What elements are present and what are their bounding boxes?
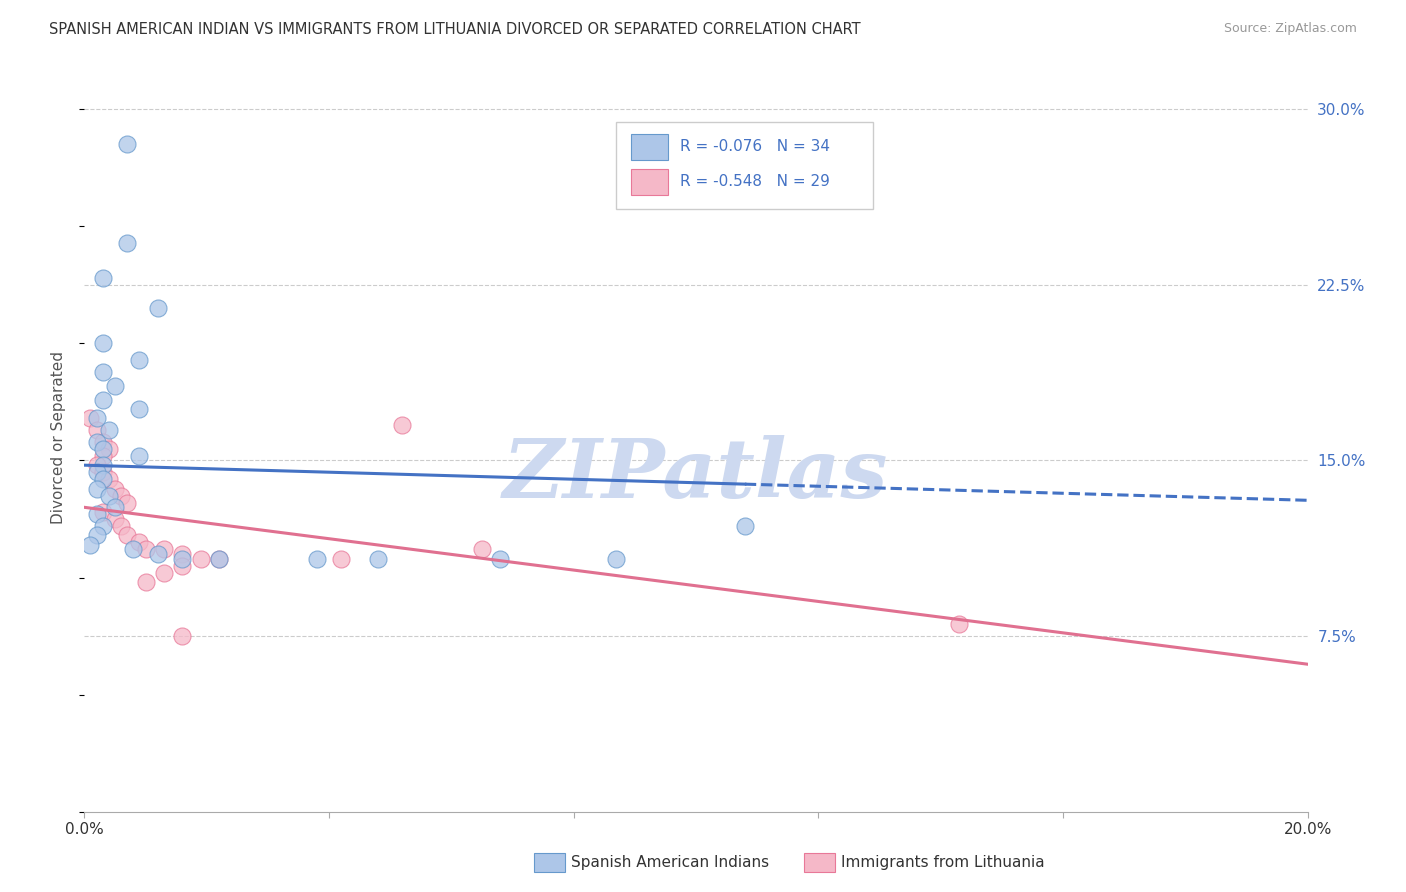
Point: [391, 418, 413, 433]
Text: Source: ZipAtlas.com: Source: ZipAtlas.com: [1223, 22, 1357, 36]
Point: [367, 551, 389, 566]
Point: [86, 482, 108, 496]
Point: [86, 458, 108, 473]
Point: [79, 538, 101, 552]
Point: [104, 500, 127, 515]
Y-axis label: Divorced or Separated: Divorced or Separated: [51, 351, 66, 524]
Point: [128, 535, 150, 549]
FancyBboxPatch shape: [631, 169, 668, 195]
Point: [122, 542, 145, 557]
Point: [91, 465, 114, 479]
Point: [115, 495, 138, 509]
Point: [79, 411, 101, 425]
Point: [86, 434, 108, 449]
Point: [91, 434, 114, 449]
Point: [91, 392, 114, 407]
Point: [86, 508, 108, 522]
Point: [153, 566, 176, 580]
Text: Immigrants from Lithuania: Immigrants from Lithuania: [841, 855, 1045, 870]
Point: [110, 519, 132, 533]
Point: [97, 442, 120, 456]
Point: [172, 547, 194, 561]
Point: [208, 551, 231, 566]
Point: [86, 528, 108, 542]
Point: [172, 551, 194, 566]
Point: [330, 551, 353, 566]
Point: [91, 442, 114, 456]
FancyBboxPatch shape: [616, 122, 873, 209]
Point: [104, 378, 127, 392]
Point: [605, 551, 627, 566]
Point: [91, 364, 114, 378]
Point: [86, 465, 108, 479]
Point: [135, 575, 157, 590]
Point: [97, 472, 120, 486]
Point: [115, 137, 138, 152]
Point: [91, 336, 114, 351]
Point: [172, 629, 194, 643]
Point: [135, 542, 157, 557]
Point: [91, 505, 114, 519]
Point: [489, 551, 512, 566]
Point: [948, 617, 970, 632]
FancyBboxPatch shape: [631, 134, 668, 160]
Point: [146, 301, 169, 316]
Point: [97, 423, 120, 437]
Point: [86, 411, 108, 425]
Point: [128, 449, 150, 463]
Point: [153, 542, 176, 557]
Point: [104, 512, 127, 526]
Text: R = -0.548   N = 29: R = -0.548 N = 29: [681, 174, 830, 189]
Point: [172, 558, 194, 573]
Point: [97, 489, 120, 503]
Point: [110, 489, 132, 503]
Point: [115, 528, 138, 542]
Text: SPANISH AMERICAN INDIAN VS IMMIGRANTS FROM LITHUANIA DIVORCED OR SEPARATED CORRE: SPANISH AMERICAN INDIAN VS IMMIGRANTS FR…: [49, 22, 860, 37]
Point: [208, 551, 231, 566]
Point: [91, 271, 114, 285]
Point: [91, 449, 114, 463]
Point: [734, 519, 756, 533]
Point: [91, 519, 114, 533]
Point: [305, 551, 328, 566]
Point: [91, 472, 114, 486]
Point: [115, 235, 138, 250]
Point: [91, 458, 114, 473]
Point: [471, 542, 494, 557]
Point: [146, 547, 169, 561]
Point: [104, 482, 127, 496]
Text: Spanish American Indians: Spanish American Indians: [571, 855, 769, 870]
Text: R = -0.076   N = 34: R = -0.076 N = 34: [681, 139, 830, 153]
Point: [128, 352, 150, 367]
Text: ZIPatlas: ZIPatlas: [503, 434, 889, 515]
Point: [190, 551, 212, 566]
Point: [86, 423, 108, 437]
Point: [128, 401, 150, 416]
